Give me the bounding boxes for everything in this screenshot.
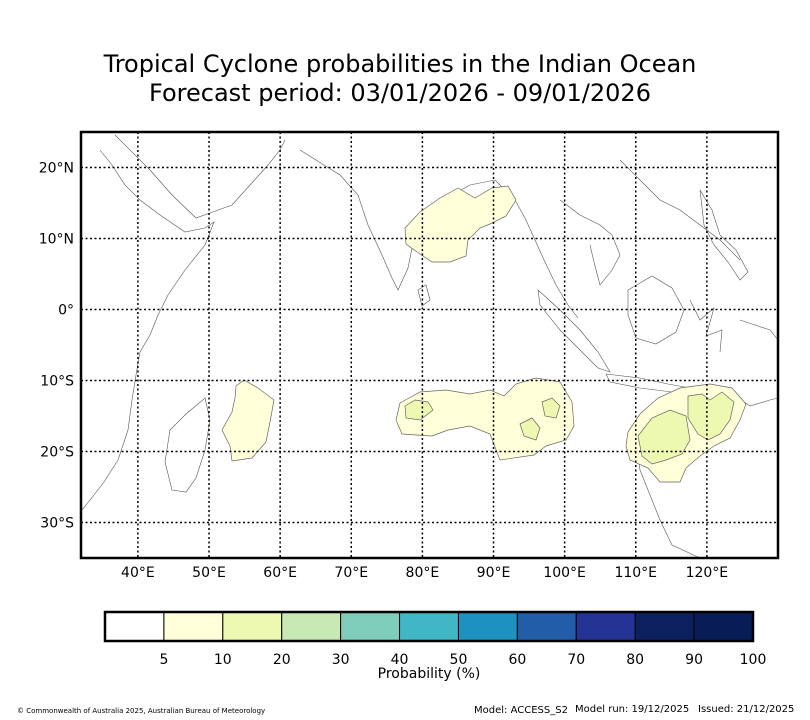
graticule bbox=[81, 132, 778, 558]
longitude-tick-label: 70°E bbox=[334, 565, 368, 581]
se-asia-coastline bbox=[494, 159, 741, 319]
longitude-labels: 40°E 50°E 60°E 70°E 80°E 90°E 100°E 110°E 120°E bbox=[121, 565, 728, 581]
latitude-labels: 20°N 10°N 0° 10°S 20°S 30°S bbox=[39, 161, 74, 532]
philippines-coastline bbox=[699, 189, 749, 281]
arabia-coastline bbox=[114, 134, 286, 219]
model-run-text: Model run: 19/12/2025 bbox=[575, 704, 690, 715]
prob-area-central-embedded-east-2 bbox=[541, 397, 561, 419]
longitude-tick-label: 110°E bbox=[614, 565, 657, 581]
colorbar-swatch bbox=[575, 611, 636, 642]
latitude-tick-label: 10°N bbox=[39, 232, 74, 248]
colorbar-tick-labels: 5 10 20 30 40 50 60 70 80 90 100 bbox=[159, 652, 766, 668]
longitude-tick-label: 50°E bbox=[192, 565, 226, 581]
prob-area-central-south-indian-ocean bbox=[395, 377, 575, 461]
map-title-line2: Forecast period: 03/01/2026 - 09/01/2026 bbox=[149, 79, 651, 107]
latitude-tick-label: 30°S bbox=[40, 516, 74, 532]
colorbar-swatch bbox=[457, 611, 518, 642]
colorbar-swatch bbox=[222, 611, 283, 642]
sulawesi-coastline bbox=[689, 299, 723, 353]
model-text: Model: ACCESS_S2 bbox=[474, 705, 568, 716]
prob-area-nw-australia-embedded-west bbox=[637, 409, 691, 465]
longitude-tick-label: 90°E bbox=[477, 565, 511, 581]
prob-area-central-embedded-west bbox=[404, 399, 434, 421]
colorbar-swatch bbox=[104, 611, 165, 642]
sumatra-coastline bbox=[537, 289, 611, 373]
prob-area-central-embedded-east-1 bbox=[519, 417, 541, 441]
copyright-text: © Commonwealth of Australia 2025, Austra… bbox=[17, 707, 266, 715]
probability-areas bbox=[221, 185, 747, 483]
colorbar-tick-label: 10 bbox=[214, 652, 232, 668]
longitude-tick-label: 120°E bbox=[686, 565, 729, 581]
latitude-tick-label: 20°N bbox=[39, 161, 74, 177]
coastlines bbox=[81, 134, 778, 558]
colorbar-frame bbox=[103, 610, 755, 643]
prob-area-bay-of-bengal bbox=[404, 185, 517, 263]
colorbar-tick-label: 80 bbox=[626, 652, 644, 668]
colorbar-swatch bbox=[281, 611, 342, 642]
colorbar-swatch bbox=[693, 611, 754, 642]
map-frame bbox=[79, 130, 780, 560]
longitude-tick-label: 40°E bbox=[121, 565, 155, 581]
colorbar-swatch bbox=[634, 611, 695, 642]
africa-coastline bbox=[81, 149, 215, 511]
colorbar-tick-label: 100 bbox=[740, 652, 767, 668]
sri-lanka-coastline bbox=[417, 284, 431, 307]
longitude-tick-label: 60°E bbox=[263, 565, 297, 581]
latitude-tick-label: 0° bbox=[58, 303, 74, 319]
longitude-tick-label: 80°E bbox=[406, 565, 440, 581]
colorbar-tick-label: 20 bbox=[273, 652, 291, 668]
colorbar bbox=[103, 610, 755, 643]
prob-area-sw-indian-ocean bbox=[221, 379, 275, 462]
latitude-tick-label: 10°S bbox=[40, 374, 74, 390]
colorbar-tick-label: 40 bbox=[391, 652, 409, 668]
colorbar-swatch bbox=[163, 611, 224, 642]
colorbar-tick-label: 70 bbox=[567, 652, 585, 668]
colorbar-tick-label: 5 bbox=[159, 652, 168, 668]
colorbar-tick-label: 60 bbox=[508, 652, 526, 668]
colorbar-tick-label: 90 bbox=[685, 652, 703, 668]
colorbar-swatch bbox=[340, 611, 401, 642]
issued-text: Issued: 21/12/2025 bbox=[698, 704, 795, 715]
map-title-line1: Tropical Cyclone probabilities in the In… bbox=[103, 50, 697, 78]
longitude-tick-label: 100°E bbox=[543, 565, 586, 581]
borneo-coastline bbox=[627, 275, 685, 345]
new-guinea-coastline bbox=[739, 319, 778, 341]
colorbar-tick-label: 30 bbox=[332, 652, 350, 668]
latitude-tick-label: 20°S bbox=[40, 445, 74, 461]
colorbar-swatch bbox=[399, 611, 459, 642]
colorbar-swatch bbox=[516, 611, 577, 642]
colorbar-tick-label: 50 bbox=[450, 652, 468, 668]
colorbar-label: Probability (%) bbox=[378, 666, 481, 682]
madagascar-coastline bbox=[164, 397, 211, 493]
map-area bbox=[81, 132, 778, 558]
